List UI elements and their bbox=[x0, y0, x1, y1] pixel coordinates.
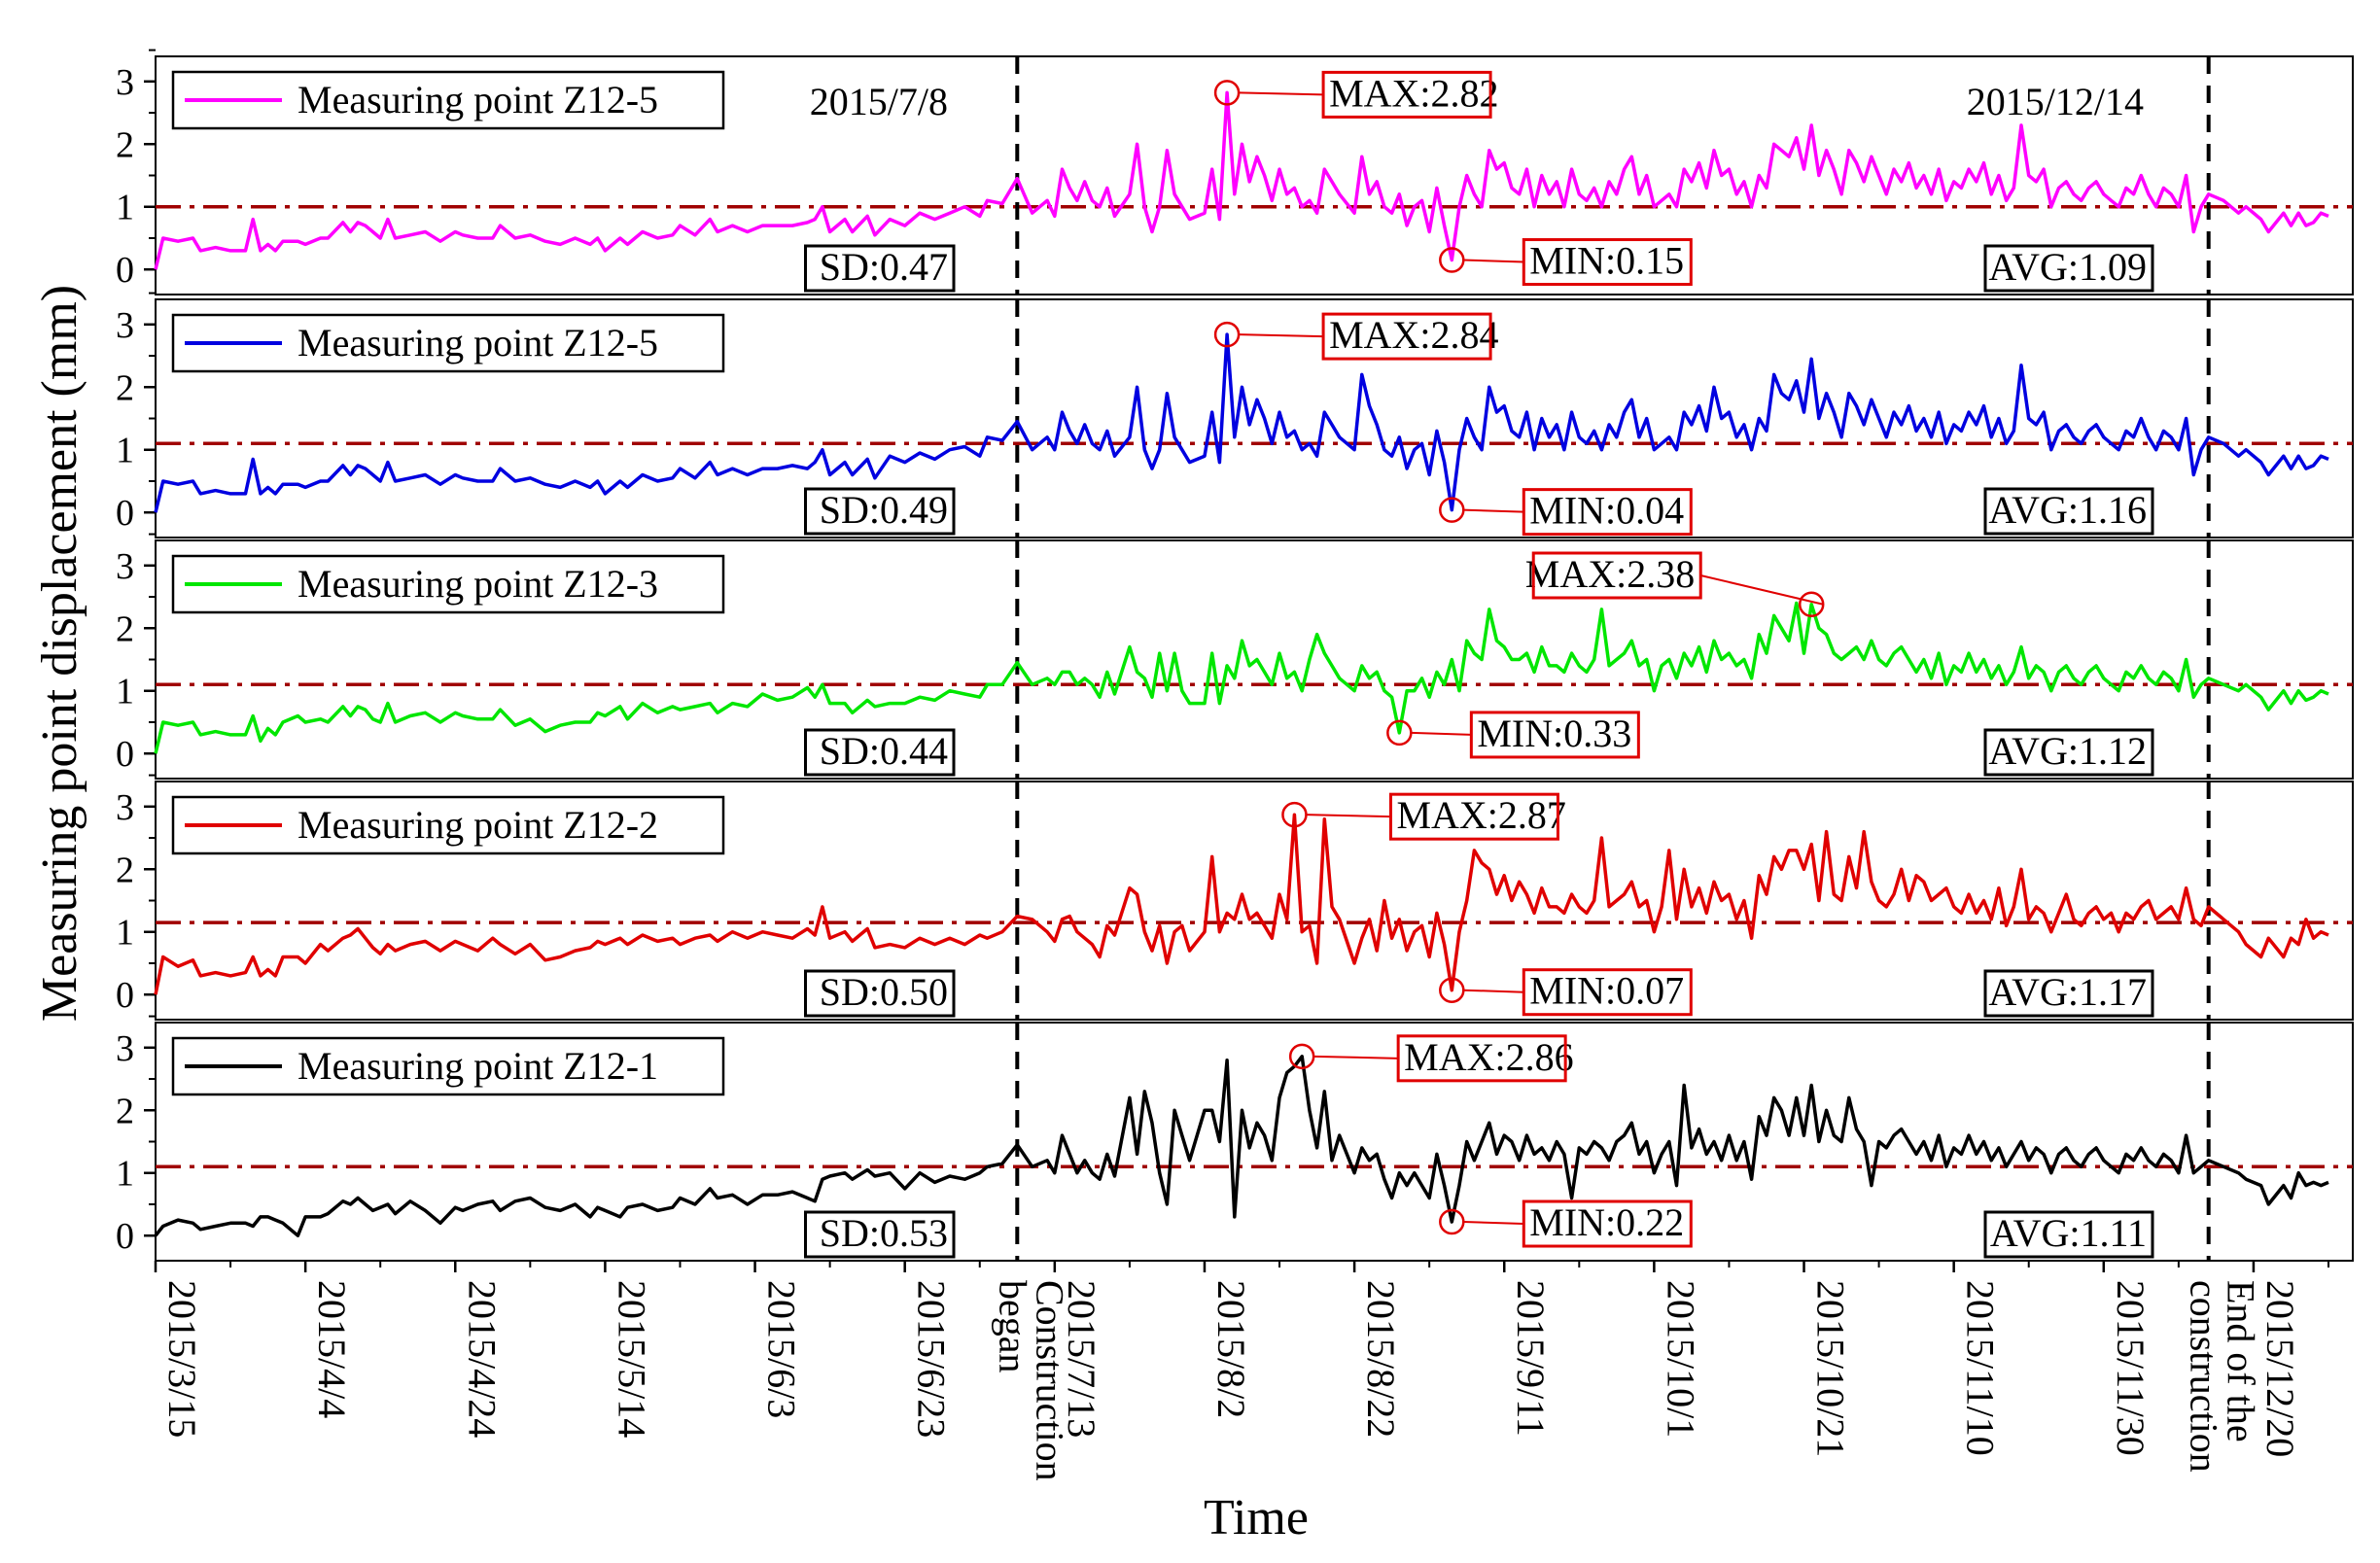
event-axis-label: End of theconstruction bbox=[2183, 1280, 2263, 1473]
y-axis-title: Measuring point displacement (mm) bbox=[32, 285, 88, 1022]
x-tick-label: 2015/12/20 bbox=[2258, 1280, 2302, 1457]
panel-4: 0 1 2 3 Measuring point Z12-2 SD:0.50 AVG:1.17… bbox=[116, 774, 2354, 1021]
x-tick-label: 2015/8/22 bbox=[1359, 1280, 1403, 1438]
avg-label-text: AVG:1.09 bbox=[1988, 245, 2147, 289]
min-leader bbox=[1463, 1221, 1524, 1226]
max-leader bbox=[1239, 333, 1324, 338]
y-tick-label: 0 bbox=[116, 734, 134, 775]
avg-label-box bbox=[1983, 728, 2154, 777]
y-tick-label: 3 bbox=[116, 546, 134, 587]
y-tick-label: 1 bbox=[116, 913, 134, 954]
y-tick-label: 2 bbox=[116, 850, 134, 890]
y-tick-label: 3 bbox=[116, 1028, 134, 1069]
sd-label-text: SD:0.44 bbox=[820, 729, 948, 773]
panel-3: 0 1 2 3 Measuring point Z12-3 SD:0.44 AVG:1.12… bbox=[116, 533, 2354, 780]
x-tick-label: 2015/6/3 bbox=[760, 1280, 804, 1418]
sd-label-text: SD:0.49 bbox=[820, 488, 948, 532]
min-label-text: MIN:0.22 bbox=[1529, 1200, 1684, 1244]
y-tick-label: 1 bbox=[116, 188, 134, 228]
min-leader bbox=[1463, 989, 1524, 993]
series-line bbox=[154, 332, 2329, 513]
x-tick-label: 2015/8/2 bbox=[1209, 1280, 1253, 1418]
max-label-text: MAX:2.82 bbox=[1329, 71, 1498, 115]
legend-label: Measuring point Z12-5 bbox=[298, 321, 658, 365]
sd-label-box bbox=[804, 487, 956, 536]
y-tick-label: 3 bbox=[116, 62, 134, 103]
sd-label-box bbox=[804, 969, 956, 1018]
max-leader bbox=[1699, 574, 1824, 606]
end-date-label: 2015/12/14 bbox=[1967, 80, 2144, 123]
avg-label-box bbox=[1983, 487, 2154, 536]
x-tick-label: 2015/11/30 bbox=[2109, 1280, 2152, 1456]
sd-label-text: SD:0.47 bbox=[820, 245, 948, 289]
y-tick-label: 3 bbox=[116, 787, 134, 828]
min-label-text: MIN:0.07 bbox=[1529, 969, 1684, 1013]
min-leader bbox=[1411, 731, 1472, 736]
series-line bbox=[154, 1055, 2329, 1237]
sd-label-box bbox=[804, 1210, 956, 1259]
y-tick-label: 0 bbox=[116, 1216, 134, 1257]
avg-label-box bbox=[1983, 244, 2154, 293]
min-label-text: MIN:0.04 bbox=[1529, 489, 1684, 533]
y-tick-label: 0 bbox=[116, 493, 134, 534]
series-line bbox=[154, 90, 2329, 270]
sd-label-box bbox=[804, 244, 956, 293]
min-label-text: MIN:0.15 bbox=[1529, 239, 1684, 283]
y-tick-label: 2 bbox=[116, 124, 134, 165]
legend-label: Measuring point Z12-2 bbox=[298, 803, 658, 847]
y-tick-label: 1 bbox=[116, 672, 134, 712]
max-label-text: MAX:2.38 bbox=[1525, 552, 1695, 596]
min-label-text: MIN:0.33 bbox=[1477, 712, 1631, 755]
max-label-text: MAX:2.86 bbox=[1404, 1035, 1573, 1079]
x-tick-label: 2015/7/13 bbox=[1060, 1280, 1103, 1438]
min-leader bbox=[1463, 508, 1524, 513]
max-leader bbox=[1239, 91, 1324, 96]
avg-label-text: AVG:1.16 bbox=[1988, 488, 2147, 532]
y-tick-label: 1 bbox=[116, 1154, 134, 1195]
start-date-label: 2015/7/8 bbox=[810, 80, 948, 123]
x-tick-label: 2015/4/4 bbox=[310, 1280, 354, 1418]
y-tick-label: 0 bbox=[116, 975, 134, 1016]
y-tick-label: 2 bbox=[116, 1091, 134, 1131]
series-line bbox=[154, 601, 2329, 754]
max-leader bbox=[1313, 1055, 1399, 1059]
x-axis-title: Time bbox=[1204, 1490, 1309, 1546]
x-tick-label: 2015/6/23 bbox=[910, 1280, 954, 1438]
y-tick-label: 2 bbox=[116, 608, 134, 649]
y-tick-label: 3 bbox=[116, 305, 134, 346]
sd-label-box bbox=[804, 728, 956, 777]
avg-label-text: AVG:1.12 bbox=[1988, 729, 2147, 773]
x-tick-label: 2015/5/14 bbox=[610, 1280, 653, 1438]
y-tick-label: 0 bbox=[116, 250, 134, 291]
avg-label-box bbox=[1983, 1210, 2154, 1259]
min-label-box bbox=[1522, 238, 1693, 287]
y-tick-label: 1 bbox=[116, 431, 134, 471]
max-label-text: MAX:2.84 bbox=[1329, 313, 1498, 357]
x-tick-label: 2015/4/24 bbox=[460, 1280, 504, 1438]
avg-label-box bbox=[1983, 969, 2154, 1018]
max-leader bbox=[1306, 814, 1391, 818]
event-axis-label: Constructionbegan bbox=[991, 1280, 1071, 1481]
x-tick-label: 2015/9/11 bbox=[1509, 1280, 1553, 1437]
sd-label-text: SD:0.53 bbox=[820, 1211, 948, 1255]
max-label-text: MAX:2.87 bbox=[1396, 793, 1565, 837]
legend-label: Measuring point Z12-5 bbox=[298, 78, 658, 122]
avg-label-text: AVG:1.17 bbox=[1988, 970, 2147, 1014]
series-line bbox=[154, 813, 2329, 995]
y-tick-label: 2 bbox=[116, 367, 134, 408]
avg-label-text: AVG:1.11 bbox=[1990, 1211, 2147, 1255]
legend-label: Measuring point Z12-3 bbox=[298, 562, 658, 606]
min-leader bbox=[1463, 259, 1524, 263]
x-tick-label: 2015/10/1 bbox=[1659, 1280, 1702, 1438]
sd-label-text: SD:0.50 bbox=[820, 970, 948, 1014]
panel-2: 0 1 2 3 Measuring point Z12-5 SD:0.49 AVG:1.16… bbox=[116, 292, 2354, 538]
panel-5: 0 1 2 3 Measuring point Z12-1 SD:0.53 AVG:1.11… bbox=[116, 1015, 2354, 1262]
panel-1: 0 1 2 3 Measuring point Z12-5 2015/7/8 2015/12… bbox=[116, 49, 2354, 295]
legend-label: Measuring point Z12-1 bbox=[298, 1044, 658, 1088]
x-tick-label: 2015/3/15 bbox=[160, 1280, 204, 1438]
x-tick-label: 2015/11/10 bbox=[1959, 1280, 2003, 1456]
x-tick-label: 2015/10/21 bbox=[1809, 1280, 1853, 1457]
